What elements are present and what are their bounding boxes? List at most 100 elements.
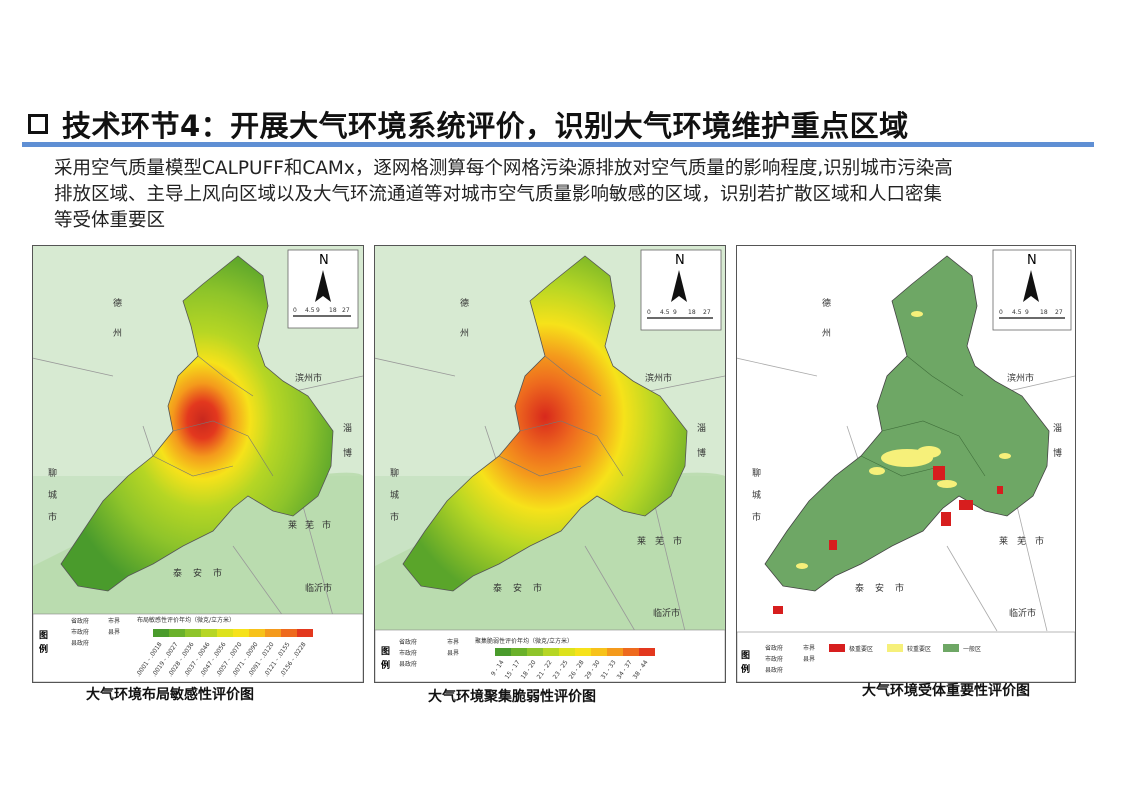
map-receptor-importance: 德 州 滨州市 聊 城 市 淄 博 莱 芜 市 泰 安 市 临沂市 N 0 4.… — [737, 246, 1075, 682]
critical-patches — [773, 466, 1003, 614]
city-label-binzhou: 滨州市 — [1007, 372, 1034, 384]
city-label-dezhou-1: 德 — [460, 297, 469, 309]
svg-text:县政府: 县政府 — [71, 639, 89, 647]
legend-title-2: 例 — [39, 643, 48, 655]
city-label-zibo-2: 博 — [697, 447, 706, 459]
city-label-dezhou-2: 州 — [822, 328, 831, 339]
intro-line-2: 排放区域、主导上风向区域以及大气环流通道等对城市空气质量影响敏感的区域，识别若扩… — [54, 184, 943, 205]
city-label-liaocheng-1: 聊 — [48, 467, 57, 479]
city-label-binzhou: 滨州市 — [645, 372, 672, 384]
svg-text:一般区: 一般区 — [963, 645, 981, 653]
city-label-liaocheng-2: 城 — [752, 490, 761, 501]
city-label-laiwu-1: 莱 — [637, 535, 646, 547]
legend-swatch-3 — [543, 648, 559, 656]
svg-text:省政府: 省政府 — [71, 617, 89, 625]
city-label-liaocheng-1: 聊 — [390, 467, 399, 479]
city-label-zibo-2: 博 — [1053, 447, 1062, 459]
svg-text:县界: 县界 — [803, 656, 815, 663]
city-label-dezhou-2: 州 — [113, 328, 122, 339]
legend-swatch-4 — [559, 648, 575, 656]
map-layout-sensitivity: 德 州 滨州市 聊 城 市 淄 博 莱 芜 市 泰 安 市 临沂市 N 0 4.… — [33, 246, 363, 682]
legend-swatch-7 — [607, 648, 623, 656]
city-label-linyi: 临沂市 — [653, 607, 680, 619]
svg-text:聚集脆弱性评价年均（微克/立方米）: 聚集脆弱性评价年均（微克/立方米） — [475, 637, 573, 645]
intro-line-3: 等受体重要区 — [54, 210, 166, 231]
legend-swatch-1 — [169, 629, 185, 637]
svg-text:9: 9 — [316, 307, 320, 314]
legend-swatch-general — [943, 644, 959, 652]
svg-text:0: 0 — [293, 307, 297, 314]
city-label-laiwu-1: 莱 — [288, 519, 297, 531]
city-label-zibo-1: 淄 — [343, 422, 352, 434]
north-label: N — [1027, 253, 1037, 268]
city-label-liaocheng-3: 市 — [752, 511, 761, 523]
svg-text:省政府: 省政府 — [399, 638, 417, 646]
svg-text:市界: 市界 — [447, 638, 459, 646]
city-label-linyi: 临沂市 — [305, 582, 332, 594]
intro-line-1: 采用空气质量模型CALPUFF和CAMx，逐网格测算每个网格污染源排放对空气质量… — [54, 158, 953, 179]
city-label-dezhou-1: 德 — [822, 297, 831, 309]
legend-swatch-6 — [249, 629, 265, 637]
city-label-taian-2: 安 — [875, 582, 884, 594]
map-panel-aggregation-vulnerability: 德 州 滨州市 聊 城 市 淄 博 莱 芜 市 泰 安 市 临沂市 N 0 4.… — [374, 245, 726, 683]
city-label-zibo-1: 淄 — [697, 422, 706, 434]
city-label-laiwu-1: 莱 — [999, 535, 1008, 547]
slide-title-text: 技术环节4：开展大气环境系统评价，识别大气环境维护重点区域 — [62, 109, 909, 143]
legend-swatch-0 — [153, 629, 169, 637]
north-arrow-icon — [315, 270, 331, 302]
svg-text:县界: 县界 — [108, 629, 120, 636]
city-label-taian-3: 市 — [213, 567, 222, 579]
svg-text:市政府: 市政府 — [765, 655, 783, 663]
legend-swatch-7 — [265, 629, 281, 637]
legend-swatch-2 — [185, 629, 201, 637]
square-bullet-icon — [28, 114, 48, 134]
intro-paragraph: 采用空气质量模型CALPUFF和CAMx，逐网格测算每个网格污染源排放对空气质量… — [54, 156, 1084, 234]
legend-title-1: 图 — [741, 650, 750, 661]
region-outline — [402, 255, 688, 592]
legend-title-2: 例 — [741, 663, 750, 675]
svg-text:9: 9 — [1025, 309, 1029, 316]
svg-text:县界: 县界 — [447, 650, 459, 657]
legend-swatch-important — [887, 644, 903, 652]
legend-swatch-8 — [623, 648, 639, 656]
caption-aggregation-vulnerability: 大气环境聚集脆弱性评价图 — [428, 689, 596, 705]
map-legend: 图 例 省政府 市政府 县政府 市界 县界 聚集脆弱性评价年均（微克/立方米） … — [375, 629, 725, 682]
city-label-liaocheng-2: 城 — [390, 490, 399, 501]
legend-swatch-4 — [217, 629, 233, 637]
legend-title-2: 例 — [381, 659, 390, 671]
svg-text:4.5: 4.5 — [660, 309, 670, 316]
legend-swatch-5 — [575, 648, 591, 656]
legend-swatch-1 — [511, 648, 527, 656]
svg-text:市政府: 市政府 — [71, 628, 89, 636]
legend-swatch-8 — [281, 629, 297, 637]
city-label-laiwu-2: 芜 — [1017, 535, 1026, 547]
svg-text:较重要区: 较重要区 — [907, 645, 931, 653]
city-label-laiwu-2: 芜 — [305, 519, 314, 531]
svg-text:布局敏感性评价年均（微克/立方米）: 布局敏感性评价年均（微克/立方米） — [137, 616, 235, 624]
legend-swatch-0 — [495, 648, 511, 656]
legend-swatch-5 — [233, 629, 249, 637]
map-panel-receptor-importance: 德 州 滨州市 聊 城 市 淄 博 莱 芜 市 泰 安 市 临沂市 N 0 4.… — [736, 245, 1076, 683]
legend-swatch-6 — [591, 648, 607, 656]
svg-text:0: 0 — [647, 309, 651, 316]
city-label-taian-1: 泰 — [493, 582, 502, 594]
legend-title-1: 图 — [39, 630, 48, 641]
region-outline — [60, 255, 334, 592]
city-label-dezhou-1: 德 — [113, 297, 122, 309]
city-label-binzhou: 滨州市 — [295, 372, 322, 384]
caption-receptor-importance: 大气环境受体重要性评价图 — [862, 683, 1030, 699]
city-label-laiwu-3: 市 — [322, 519, 331, 531]
svg-text:极重要区: 极重要区 — [849, 645, 873, 653]
map-legend: 图 例 省政府 市政府 县政府 市界 县界 极重要区 较重要区 一般区 — [737, 631, 1075, 682]
north-arrow-icon — [671, 270, 687, 302]
city-label-taian-1: 泰 — [173, 567, 182, 579]
city-label-linyi: 临沂市 — [1009, 607, 1036, 619]
caption-layout-sensitivity: 大气环境布局敏感性评价图 — [86, 687, 254, 703]
city-label-liaocheng-3: 市 — [48, 511, 57, 523]
north-arrow-box: N 0 4.5 9 18 27 — [640, 249, 722, 331]
legend-swatch-2 — [527, 648, 543, 656]
title-underline — [22, 142, 1094, 147]
city-label-taian-2: 安 — [193, 567, 202, 579]
svg-text:省政府: 省政府 — [765, 644, 783, 652]
city-label-zibo-1: 淄 — [1053, 422, 1062, 434]
